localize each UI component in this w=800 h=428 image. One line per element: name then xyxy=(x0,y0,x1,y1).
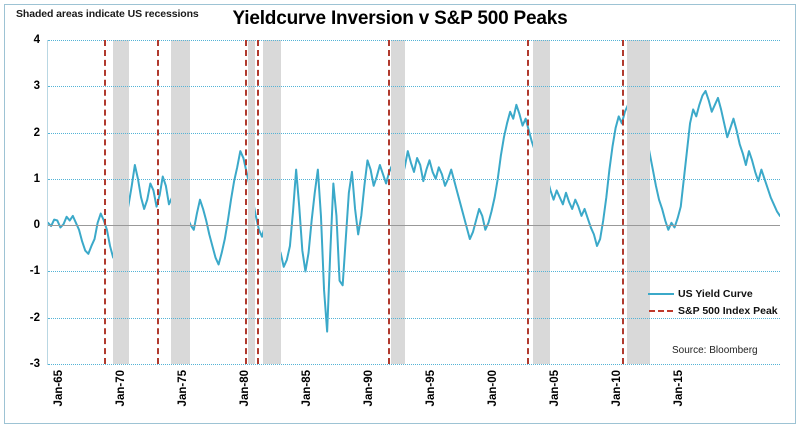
gridline--2 xyxy=(48,317,780,319)
y-axis-tick-label: -1 xyxy=(29,265,40,278)
y-axis-tick-label: 3 xyxy=(33,80,40,93)
sp500-peak-line xyxy=(257,40,260,364)
recession-band xyxy=(247,40,256,364)
x-axis-tick-label: Jan-90 xyxy=(363,370,376,407)
gridline--1 xyxy=(48,271,780,273)
legend-item-us-yield-curve: US Yield Curve xyxy=(648,285,778,302)
sp500-peak-line xyxy=(244,40,247,364)
x-axis-tick-label: Jan-10 xyxy=(611,370,624,407)
plot-area xyxy=(48,40,780,365)
yield-curve-series xyxy=(48,89,780,333)
gridline-3 xyxy=(48,86,780,88)
x-axis-tick-label: Jan-05 xyxy=(549,370,562,407)
gridline-2 xyxy=(48,132,780,134)
zero-line xyxy=(48,225,780,227)
sp500-peak-line xyxy=(103,40,106,364)
line-swatch-icon xyxy=(648,288,674,300)
recession-note: Shaded areas indicate US recessions xyxy=(16,8,199,20)
x-axis-tick-label: Jan-95 xyxy=(425,370,438,407)
recession-band xyxy=(113,40,129,364)
dashed-line-swatch-icon xyxy=(648,305,674,317)
source-note: Source: Bloomberg xyxy=(672,345,758,356)
legend-label: US Yield Curve xyxy=(678,287,753,300)
gridline-4 xyxy=(48,40,780,41)
recession-band xyxy=(390,40,406,364)
x-axis-tick-label: Jan-70 xyxy=(115,370,128,407)
sp500-peak-line xyxy=(388,40,390,364)
y-axis-tick-label: -3 xyxy=(29,358,40,370)
y-axis-tick-label: 1 xyxy=(33,172,40,185)
gridline-1 xyxy=(48,178,780,180)
recession-band xyxy=(627,40,651,364)
x-axis-tick-label: Jan-85 xyxy=(301,370,314,407)
x-axis-tick-label: Jan-00 xyxy=(487,370,500,407)
legend-label: S&P 500 Index Peak xyxy=(678,304,778,317)
recession-band xyxy=(533,40,551,364)
y-axis-tick-label: 4 xyxy=(33,34,40,46)
sp500-peak-line xyxy=(622,40,625,364)
y-axis-tick-label: 0 xyxy=(33,219,40,232)
chart-legend: US Yield Curve S&P 500 Index Peak xyxy=(648,285,778,319)
y-axis-line xyxy=(47,40,48,365)
chart-title: Yieldcurve Inversion v S&P 500 Peaks xyxy=(232,8,568,29)
x-axis-tick-label: Jan-65 xyxy=(53,370,65,407)
y-axis-tick-label: 2 xyxy=(33,126,40,139)
x-axis-tick-label: Jan-75 xyxy=(177,370,190,407)
legend-item-sp500-index-peak: S&P 500 Index Peak xyxy=(648,302,778,319)
recession-band xyxy=(170,40,190,364)
sp500-peak-line xyxy=(157,40,160,364)
gridline--3 xyxy=(48,364,780,365)
recession-band xyxy=(263,40,281,364)
x-axis-tick-label: Jan-80 xyxy=(239,370,252,407)
sp500-peak-line xyxy=(527,40,530,364)
y-axis-tick-label: -2 xyxy=(29,311,40,324)
x-axis-tick-label: Jan-15 xyxy=(673,370,686,407)
